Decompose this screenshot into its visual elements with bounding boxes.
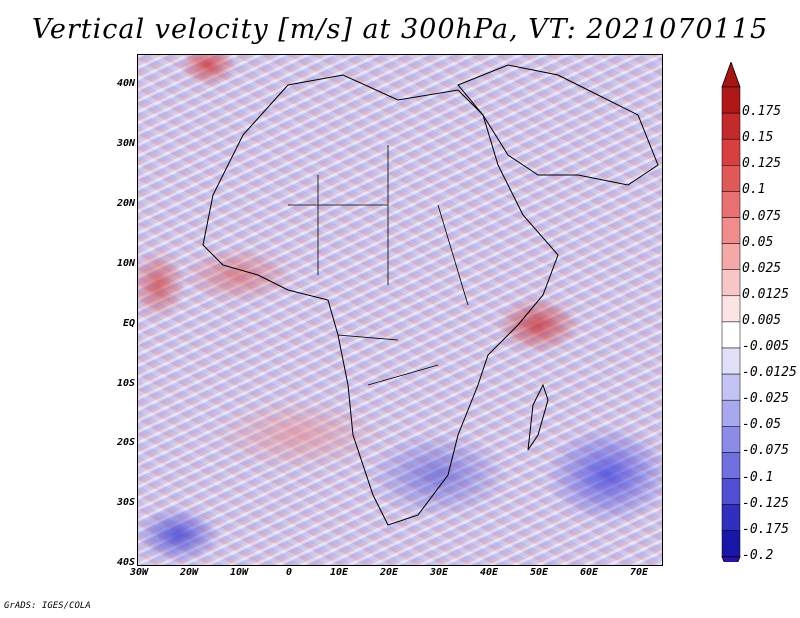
lat-label: 30N [116,138,135,149]
colorbar-segment [721,86,741,114]
colorbar [721,62,741,562]
chart-title: Vertical velocity [m/s] at 300hPa, VT: 2… [31,14,769,45]
colorbar-top-triangle [721,62,741,88]
lon-label: 0 [285,567,293,578]
colorbar-tick-label: -0.1 [742,469,774,485]
coastline-overlay [202,64,659,526]
colorbar-tick-label: 0.025 [742,260,782,276]
lat-label: 40N [116,78,135,89]
lat-label: 30S [116,497,135,508]
colorbar-tick-label: 0.05 [742,234,774,250]
map-panel [137,54,663,566]
lat-label: 20S [116,437,135,448]
lon-label: 30E [429,567,449,578]
colorbar-segment [721,530,741,558]
lat-label: EQ [122,318,135,329]
colorbar-tick-label: -0.0125 [742,365,797,381]
lon-label: 20W [179,567,199,578]
colorbar-tick-label: -0.075 [742,443,789,459]
colorbar-segment [721,217,741,244]
colorbar-segment [721,269,741,297]
colorbar-tick-label: 0.005 [742,312,782,328]
colorbar-tick-label: -0.125 [742,495,789,511]
lon-label: 50E [529,567,549,578]
colorbar-segment [721,452,741,479]
colorbar-tick-label: 0.075 [742,208,782,224]
lat-label: 40S [116,557,135,568]
colorbar-segment [721,243,741,270]
colorbar-tick-label: -0.05 [742,417,782,433]
colorbar-tick-label: -0.175 [742,521,789,537]
colorbar-tick-label: 0.125 [742,156,782,172]
colorbar-segment [721,138,741,166]
colorbar-segment [721,399,741,427]
colorbar-tick-label: 0.15 [742,130,774,146]
colorbar-segment [721,478,741,505]
colorbar-segment [721,112,741,140]
colorbar-segment [721,321,741,349]
colorbar-segment [721,504,741,531]
colorbar-tick-label: -0.2 [742,547,774,563]
lon-label: 20E [379,567,399,578]
lon-label: 40E [479,567,499,578]
colorbar-segment [721,165,741,192]
colorbar-bottom-triangle [721,556,741,562]
colorbar-segment [721,191,741,218]
colorbar-segment [721,347,741,375]
lat-label: 10N [116,258,135,269]
colorbar-tick-label: 0.175 [742,104,782,120]
colorbar-segment [721,373,741,401]
colorbar-segment [721,295,741,323]
lon-label: 70E [629,567,649,578]
lon-label: 60E [579,567,599,578]
lon-label: 10E [329,567,349,578]
colorbar-tick-label: -0.005 [742,339,789,354]
lon-label: 10W [229,567,249,578]
colorbar-tick-label: -0.025 [742,391,789,407]
colorbar-tick-label: 0.1 [742,182,766,198]
lat-label: 10S [116,378,135,389]
lat-label: 20N [116,198,135,209]
colorbar-segment [721,426,741,453]
footer-credit: GrADS: IGES/COLA [4,601,91,611]
lon-label: 30W [129,567,149,578]
colorbar-tick-label: 0.0125 [742,286,789,302]
